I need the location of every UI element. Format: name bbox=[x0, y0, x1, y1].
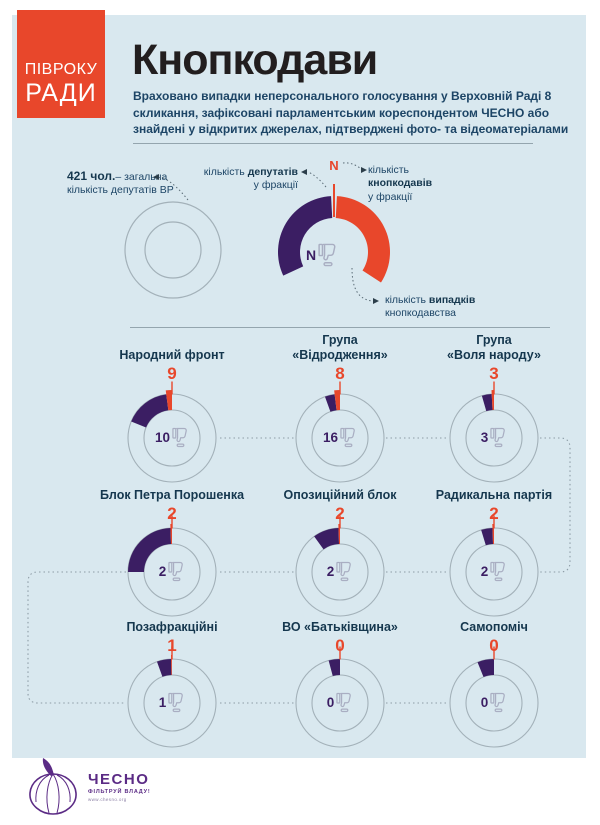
faction-donut-chart bbox=[449, 381, 539, 483]
faction-label: Група «Відродження» bbox=[292, 333, 388, 362]
faction-donut-chart bbox=[127, 646, 217, 748]
badge-line2: РАДИ bbox=[25, 78, 97, 107]
faction-cases-count: 16 bbox=[300, 427, 380, 448]
badge-line1: ПІВРОКУ bbox=[24, 60, 98, 78]
faction-cases-count: 2 bbox=[132, 561, 212, 582]
faction-knopkodavy-count: 2 bbox=[489, 504, 499, 523]
legend-n-top: N bbox=[329, 158, 339, 173]
brand-url: www.chesno.org bbox=[88, 797, 127, 802]
faction-cases-count: 0 bbox=[300, 692, 380, 713]
faction-knopkodavy-count: 2 bbox=[335, 504, 345, 523]
faction-donut-chart bbox=[295, 646, 385, 748]
faction-knopkodavy-count: 0 bbox=[489, 636, 499, 655]
page-title: Кнопкодави bbox=[132, 36, 378, 84]
faction-label: Народний фронт bbox=[119, 348, 225, 362]
legend-cases-label: кількість випадків кнопкодавства bbox=[385, 294, 476, 320]
thumbs-down-icon bbox=[336, 692, 352, 713]
faction-donut-chart bbox=[449, 646, 539, 748]
divider-top bbox=[133, 143, 533, 144]
footer: ЧЕСНО ФІЛЬТРУЙ ВЛАДУ! www.chesno.org bbox=[22, 757, 150, 821]
total-deputies-value: 421 чол. bbox=[67, 169, 116, 183]
legend-deputies-label: кількість депутатів у фракції bbox=[203, 166, 298, 192]
thumbs-down-icon bbox=[490, 692, 506, 713]
faction-cases-count: 2 bbox=[454, 561, 534, 582]
brand-block: ЧЕСНО ФІЛЬТРУЙ ВЛАДУ! www.chesno.org bbox=[88, 772, 150, 802]
faction-knopkodavy-count: 3 bbox=[489, 364, 499, 383]
thumbs-down-icon bbox=[168, 692, 184, 713]
legend-knopkodavy-label: кількість кнопкодавів у фракції bbox=[368, 164, 433, 203]
faction-cases-count: 1 bbox=[132, 692, 212, 713]
faction-donut-chart bbox=[449, 515, 539, 617]
faction-label: Група «Воля народу» bbox=[447, 333, 541, 362]
faction-cases-count: 2 bbox=[300, 561, 380, 582]
thumbs-down-icon bbox=[490, 427, 506, 448]
faction-label: Самопоміч bbox=[460, 620, 528, 634]
thumbs-down-icon bbox=[340, 427, 355, 448]
faction-label: Блок Петра Порошенка bbox=[99, 488, 245, 502]
thumbs-down-icon bbox=[172, 427, 187, 448]
faction-donut-chart bbox=[127, 381, 217, 483]
faction-label: Радикальна партія bbox=[435, 488, 553, 502]
faction-label: ВО «Батьківщина» bbox=[282, 620, 398, 634]
faction-knopkodavy-count: 8 bbox=[335, 364, 345, 383]
faction-cases-count: 0 bbox=[454, 692, 534, 713]
brand-name: ЧЕСНО bbox=[88, 771, 150, 788]
page-subtitle: Враховано випадки неперсонального голосу… bbox=[133, 89, 569, 137]
faction-donut-chart bbox=[295, 381, 385, 483]
faction-knopkodavy-count: 9 bbox=[167, 364, 177, 383]
edition-badge: ПІВРОКУ РАДИ bbox=[17, 10, 105, 118]
thumbs-down-icon bbox=[168, 561, 184, 582]
thumbs-down-icon bbox=[490, 561, 506, 582]
faction-donut-chart bbox=[295, 515, 385, 617]
faction-label: Опозиційний блок bbox=[283, 488, 397, 502]
divider-legend bbox=[130, 327, 550, 328]
faction-donut-chart bbox=[127, 515, 217, 617]
legend-n-center: N bbox=[306, 243, 338, 267]
thumbs-down-icon bbox=[318, 243, 336, 267]
faction-label: Позафракційні bbox=[126, 620, 218, 634]
legend-total-deputies-label: 421 чол.– загальна кількість депутатів В… bbox=[67, 169, 174, 197]
garlic-logo-icon bbox=[29, 758, 77, 815]
brand-tagline: ФІЛЬТРУЙ ВЛАДУ! bbox=[88, 789, 151, 795]
faction-knopkodavy-count: 1 bbox=[167, 636, 177, 655]
faction-knopkodavy-count: 0 bbox=[335, 636, 345, 655]
thumbs-down-icon bbox=[336, 561, 352, 582]
faction-cases-count: 3 bbox=[454, 427, 534, 448]
faction-cases-count: 10 bbox=[132, 427, 212, 448]
faction-knopkodavy-count: 2 bbox=[167, 504, 177, 523]
